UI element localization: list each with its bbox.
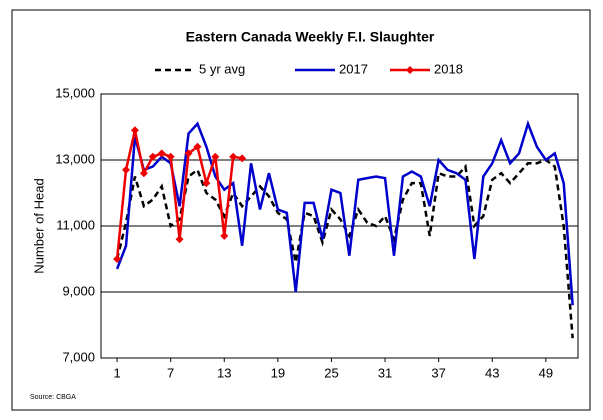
data-point (139, 169, 148, 178)
x-tick-label: 49 (539, 365, 553, 380)
x-tick-label: 37 (431, 365, 445, 380)
data-point (193, 142, 202, 151)
y-tick-label: 13,000 (55, 151, 95, 166)
legend-label: 2018 (434, 61, 463, 76)
x-tick-label: 31 (378, 365, 392, 380)
x-tick-label: 19 (271, 365, 285, 380)
x-tick-label: 13 (217, 365, 231, 380)
data-point (184, 149, 193, 158)
data-point (175, 235, 184, 244)
x-tick-label: 25 (324, 365, 338, 380)
chart-border (11, 9, 591, 411)
data-point (202, 179, 211, 188)
data-point (220, 231, 229, 240)
data-point (229, 152, 238, 161)
x-tick-label: 7 (167, 365, 174, 380)
data-point (157, 149, 166, 158)
y-tick-label: 11,000 (56, 217, 95, 232)
x-tick-label: 43 (485, 365, 499, 380)
y-axis-label: Number of Head (31, 178, 46, 273)
data-line (115, 119, 574, 306)
source-note: Source: CBGA (30, 394, 76, 401)
data-point (122, 165, 131, 174)
data-point (166, 152, 175, 161)
plot-frame (100, 93, 579, 359)
data-point (130, 126, 139, 135)
legend-label: 2017 (339, 61, 368, 76)
data-point (148, 152, 157, 161)
data-point (211, 152, 220, 161)
y-tick-label: 7,000 (62, 349, 95, 364)
data-point (238, 154, 247, 163)
x-tick-label: 1 (113, 365, 120, 380)
y-tick-label: 15,000 (55, 85, 95, 100)
legend-marker (406, 66, 414, 74)
data-point (113, 255, 122, 263)
y-tick-label: 9,000 (62, 283, 95, 298)
chart-title: Eastern Canada Weekly F.I. Slaughter (186, 29, 435, 45)
legend-label: 5 yr avg (199, 61, 245, 76)
